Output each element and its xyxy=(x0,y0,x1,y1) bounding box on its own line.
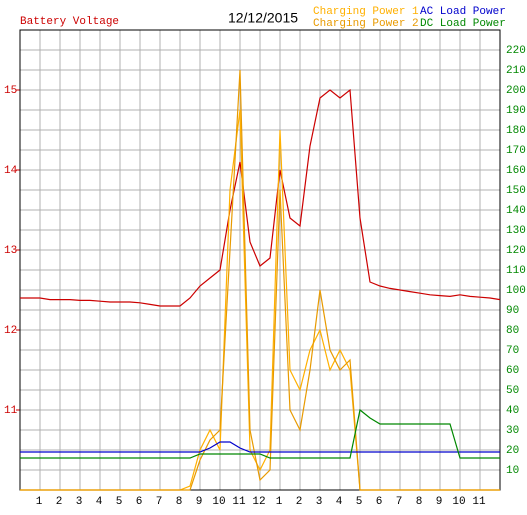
legend-entry: Charging Power 1 xyxy=(313,6,419,18)
x-tick-label: 6 xyxy=(376,496,383,508)
x-tick-label: 12 xyxy=(252,496,265,508)
x-tick-label: 3 xyxy=(76,496,83,508)
y2-tick-label: 40 xyxy=(506,405,519,417)
y2-tick-label: 180 xyxy=(506,125,526,137)
y2-tick-label: 80 xyxy=(506,325,519,337)
y2-tick-label: 170 xyxy=(506,145,526,157)
y2-tick-label: 190 xyxy=(506,105,526,117)
y2-tick-label: 200 xyxy=(506,85,526,97)
y2-tick-label: 70 xyxy=(506,345,519,357)
chart-date: 12/12/2015 xyxy=(228,10,298,26)
series-line xyxy=(20,88,501,307)
x-tick-label: 8 xyxy=(176,496,183,508)
series-line xyxy=(20,441,500,453)
x-tick-label: 2 xyxy=(56,496,63,508)
y-tick-label: 11 xyxy=(4,405,18,417)
left-axis-title: Battery Voltage xyxy=(20,16,119,28)
y-tick-label: 13 xyxy=(4,245,17,257)
y2-tick-label: 20 xyxy=(506,445,519,457)
y2-tick-label: 50 xyxy=(506,385,519,397)
plot-frame xyxy=(19,29,501,491)
y2-tick-label: 160 xyxy=(506,165,526,177)
x-tick-label: 11 xyxy=(232,496,246,508)
series-line xyxy=(20,408,500,459)
x-tick-label: 7 xyxy=(156,496,163,508)
y2-tick-label: 120 xyxy=(506,245,526,257)
x-tick-label: 2 xyxy=(296,496,303,508)
x-tick-label: 9 xyxy=(196,496,203,508)
x-tick-label: 11 xyxy=(472,496,486,508)
y2-tick-label: 90 xyxy=(506,305,519,317)
legend-entry: Charging Power 2 xyxy=(313,18,419,30)
x-tick-label: 9 xyxy=(436,496,443,508)
x-tick-label: 7 xyxy=(396,496,403,508)
x-tick-label: 1 xyxy=(36,496,43,508)
y2-tick-label: 210 xyxy=(506,65,526,77)
y-tick-label: 14 xyxy=(4,165,18,177)
x-tick-label: 10 xyxy=(452,496,465,508)
x-tick-label: 1 xyxy=(276,496,283,508)
y2-tick-label: 140 xyxy=(506,205,526,217)
x-tick-label: 4 xyxy=(96,496,103,508)
y2-tick-label: 10 xyxy=(506,465,519,477)
y2-tick-label: 110 xyxy=(506,265,526,277)
x-tick-label: 4 xyxy=(336,496,343,508)
x-tick-label: 5 xyxy=(356,496,363,508)
y2-tick-label: 220 xyxy=(506,45,526,57)
y2-tick-label: 100 xyxy=(506,285,526,297)
x-tick-label: 5 xyxy=(116,496,123,508)
y2-tick-label: 130 xyxy=(506,225,526,237)
x-tick-label: 6 xyxy=(136,496,143,508)
y2-tick-label: 30 xyxy=(506,425,519,437)
legend-entry: AC Load Power xyxy=(420,6,506,18)
series-line xyxy=(20,69,500,491)
x-tick-label: 3 xyxy=(316,496,323,508)
y-tick-label: 12 xyxy=(4,325,17,337)
y2-tick-label: 150 xyxy=(506,185,526,197)
x-tick-label: 8 xyxy=(416,496,423,508)
y2-tick-label: 60 xyxy=(506,365,519,377)
y-tick-label: 15 xyxy=(4,85,17,97)
legend-entry: DC Load Power xyxy=(420,18,506,30)
x-tick-label: 10 xyxy=(212,496,225,508)
